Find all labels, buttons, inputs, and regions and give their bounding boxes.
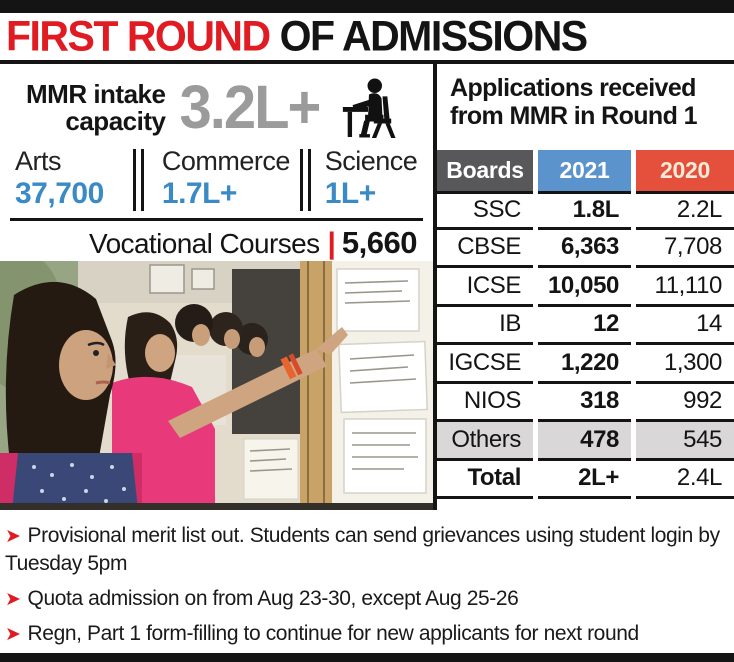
table-row-2021-others: 478 bbox=[538, 422, 631, 461]
applications-table: Boards 2021 2020 SSC 1.8L 2.2L CBSE 6,36… bbox=[437, 150, 734, 499]
page-title: FIRST ROUND OF ADMISSIONS bbox=[6, 12, 589, 61]
note-item: ➤ Quota admission on from Aug 23-30, exce… bbox=[5, 585, 726, 613]
streams-row: Arts 37,700 Commerce 1.7L+ Science 1L+ bbox=[0, 146, 433, 218]
students-photo bbox=[0, 261, 433, 510]
main-content: MMR intake capacity 3.2L+ bbox=[0, 64, 734, 510]
page-title-highlight: FIRST ROUND bbox=[6, 12, 271, 60]
note-text: Quota admission on from Aug 23-30, excep… bbox=[27, 587, 519, 611]
table-row-2020: 7,708 bbox=[636, 229, 734, 268]
stream-science: Science 1L+ bbox=[325, 146, 427, 210]
table-header-2020: 2020 bbox=[636, 150, 734, 191]
intake-capacity-label: MMR intake capacity bbox=[26, 79, 166, 136]
title-row: FIRST ROUND OF ADMISSIONS bbox=[0, 12, 734, 64]
table-row-2020-total: 2.4L bbox=[636, 460, 734, 499]
stream-commerce: Commerce 1.7L+ bbox=[158, 146, 291, 211]
note-text: Provisional merit list out. Students can… bbox=[5, 524, 720, 576]
table-row-board: IB bbox=[437, 306, 533, 345]
table-row-2021: 1.8L bbox=[538, 191, 631, 230]
table-row-board-total: Total bbox=[437, 460, 533, 499]
table-header-2021: 2021 bbox=[538, 150, 631, 191]
page-title-rest: OF ADMISSIONS bbox=[279, 12, 589, 60]
red-arrow-bullet-icon: ➤ bbox=[5, 526, 21, 547]
intake-capacity-value: 3.2L+ bbox=[179, 73, 321, 142]
applications-heading: Applications received from MMR in Round … bbox=[450, 74, 698, 130]
table-header-boards: Boards bbox=[437, 150, 533, 191]
table-row-2020-others: 545 bbox=[636, 422, 734, 461]
vocational-courses-row: Vocational Courses | 5,660 bbox=[0, 221, 433, 261]
stream-commerce-value: 1.7L+ bbox=[161, 177, 238, 211]
red-pipe-divider: | bbox=[327, 227, 336, 260]
table-row-2021: 10,050 bbox=[538, 268, 631, 307]
intake-capacity-row: MMR intake capacity 3.2L+ bbox=[0, 64, 433, 146]
applications-panel: Applications received from MMR in Round … bbox=[437, 64, 734, 510]
table-row-board: IGCSE bbox=[437, 345, 533, 384]
stream-arts: Arts 37,700 bbox=[15, 146, 123, 210]
vocational-label: Vocational Courses bbox=[89, 228, 320, 259]
note-item: ➤ Provisional merit list out. Students ca… bbox=[5, 522, 726, 578]
table-row-board: NIOS bbox=[437, 383, 533, 422]
red-arrow-bullet-icon: ➤ bbox=[5, 624, 21, 646]
double-bar-divider bbox=[299, 149, 311, 211]
note-text: Regn, Part 1 form-filling to continue fo… bbox=[27, 622, 640, 646]
table-row-2021: 1,220 bbox=[538, 345, 631, 384]
table-row-board: CBSE bbox=[437, 229, 533, 268]
table-row-2020: 11,110 bbox=[636, 268, 734, 307]
table-row-2021: 6,363 bbox=[538, 229, 631, 268]
stream-science-label: Science bbox=[324, 146, 418, 176]
table-row-board-others: Others bbox=[437, 422, 533, 461]
table-row-2020: 1,300 bbox=[636, 345, 734, 384]
table-row-2021-total: 2L+ bbox=[538, 460, 631, 499]
double-bar-divider bbox=[133, 149, 144, 211]
notes-section: ➤ Provisional merit list out. Students ca… bbox=[0, 510, 734, 649]
note-item: ➤ Regn, Part 1 form-filling to continue f… bbox=[5, 620, 726, 648]
table-row-2020: 992 bbox=[636, 383, 734, 422]
table-row-board: ICSE bbox=[437, 268, 533, 307]
red-arrow-bullet-icon: ➤ bbox=[5, 589, 21, 611]
table-row-2021: 12 bbox=[538, 306, 631, 345]
table-row-2020: 2.2L bbox=[636, 191, 734, 230]
top-black-bar bbox=[0, 0, 734, 13]
table-row-2020: 14 bbox=[636, 306, 734, 345]
table-row-board: SSC bbox=[437, 191, 533, 230]
horizontal-divider bbox=[10, 218, 423, 221]
stream-arts-value: 37,700 bbox=[15, 177, 104, 211]
stream-science-value: 1L+ bbox=[324, 177, 377, 211]
student-at-desk-icon bbox=[339, 77, 397, 139]
stream-arts-label: Arts bbox=[15, 146, 62, 176]
table-row-2021: 318 bbox=[538, 383, 631, 422]
vocational-value: 5,660 bbox=[341, 225, 418, 260]
bottom-black-bar bbox=[0, 653, 734, 662]
stream-commerce-label: Commerce bbox=[161, 146, 291, 176]
intake-panel: MMR intake capacity 3.2L+ bbox=[0, 64, 437, 510]
